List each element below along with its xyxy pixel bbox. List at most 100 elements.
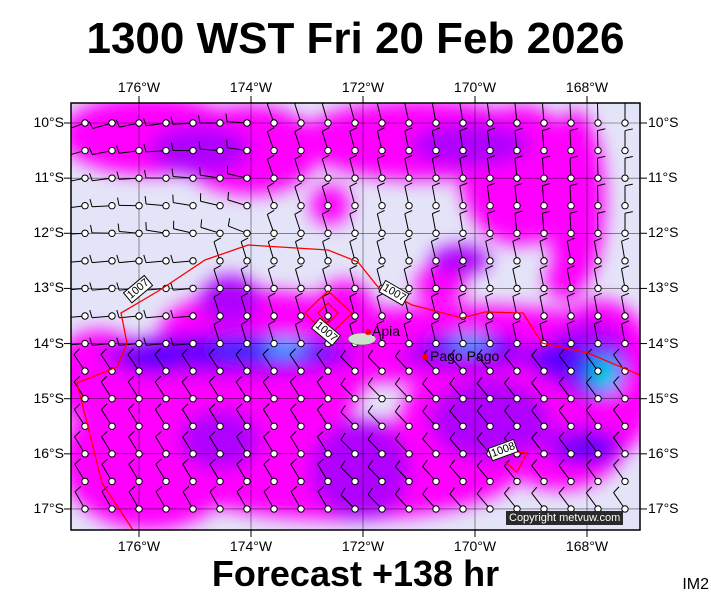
station-circle	[567, 450, 575, 458]
station-circle	[486, 229, 494, 237]
wind-barb	[340, 432, 359, 458]
wind-barb	[295, 320, 305, 348]
station-circle	[189, 284, 197, 293]
station-circle	[297, 312, 305, 320]
wind-barb	[531, 431, 548, 458]
station-circle	[297, 202, 305, 210]
station-circle	[594, 450, 602, 458]
wind-barb	[71, 202, 89, 210]
station-circle	[351, 229, 359, 237]
station-circle	[621, 284, 629, 293]
station-circle	[216, 505, 224, 513]
station-circle	[432, 257, 440, 265]
station-circle	[594, 477, 602, 486]
wind-barb	[539, 237, 548, 265]
wind-barb	[459, 155, 468, 182]
station-circle	[108, 477, 116, 486]
station-circle	[486, 119, 494, 127]
wind-barb	[558, 348, 575, 375]
wind-barb	[171, 168, 197, 182]
wind-barb	[213, 265, 224, 293]
wind-barb	[266, 103, 278, 127]
station-circle	[486, 422, 494, 430]
wind-barb	[422, 459, 440, 486]
station-circle	[189, 367, 197, 375]
wind-barb	[143, 254, 170, 265]
wind-barb	[340, 377, 359, 403]
wind-barb	[321, 209, 332, 237]
wind-barb	[267, 292, 278, 320]
pago-pago-marker	[422, 354, 428, 360]
station-circle	[297, 477, 305, 486]
wind-barb	[621, 156, 633, 182]
rain-area	[545, 260, 585, 300]
station-circle	[594, 202, 602, 210]
wind-barb	[295, 292, 305, 320]
wind-barb	[101, 485, 116, 513]
station-circle	[162, 229, 170, 237]
wind-barb	[100, 375, 116, 403]
wind-barb	[71, 339, 89, 348]
wind-barb	[182, 458, 197, 486]
station-circle	[81, 312, 89, 320]
station-circle	[216, 422, 224, 430]
station-circle	[378, 450, 386, 458]
wind-barb	[403, 237, 413, 265]
lat-label-left: 10°S	[33, 114, 64, 130]
wind-barb	[621, 183, 633, 210]
station-circle	[621, 174, 629, 182]
wind-barb	[266, 182, 278, 210]
station-circle	[540, 202, 548, 210]
wind-barb	[263, 458, 278, 486]
wind-barb	[154, 348, 170, 375]
lon-label-bottom: 174°W	[229, 538, 273, 554]
wind-barb	[128, 458, 143, 486]
wind-barb	[170, 116, 197, 127]
station-circle	[513, 119, 521, 127]
station-circle	[351, 146, 359, 155]
wind-barb	[71, 174, 89, 182]
station-circle	[513, 229, 521, 237]
station-circle	[243, 229, 251, 237]
station-circle	[189, 477, 197, 486]
station-circle	[432, 229, 440, 237]
wind-barb	[89, 254, 116, 265]
wind-barb	[322, 237, 332, 265]
wind-barb	[321, 182, 332, 210]
station-circle	[432, 505, 440, 513]
wind-barb	[403, 320, 413, 348]
wind-barb	[349, 209, 359, 237]
station-circle	[216, 312, 224, 320]
wind-barb	[294, 182, 305, 210]
station-circle	[108, 202, 116, 210]
station-circle	[378, 395, 386, 403]
station-circle	[324, 367, 332, 375]
station-circle	[135, 312, 143, 320]
wind-barb	[240, 320, 251, 348]
wind-barb	[316, 375, 332, 403]
wind-barb	[73, 375, 89, 403]
wind-barb	[101, 458, 116, 486]
wind-barb	[143, 309, 170, 320]
station-circle	[189, 339, 197, 348]
wind-barb	[170, 254, 197, 265]
station-circle	[351, 312, 359, 320]
station-circle	[405, 312, 413, 320]
station-circle	[513, 477, 521, 486]
wind-barb	[226, 139, 251, 155]
wind-barb	[566, 320, 575, 348]
station-circle	[567, 477, 575, 486]
station-circle	[567, 119, 575, 127]
station-circle	[378, 229, 386, 237]
station-circle	[351, 395, 359, 403]
wind-barb	[431, 127, 440, 155]
wind-barb	[367, 377, 386, 403]
wind-barb	[486, 210, 496, 237]
wind-barb	[540, 183, 551, 210]
wind-barb	[449, 376, 467, 403]
wind-barb	[182, 485, 197, 513]
wind-barb	[531, 486, 548, 513]
wind-barb	[236, 458, 251, 486]
station-circle	[405, 284, 413, 293]
station-circle	[513, 146, 521, 155]
